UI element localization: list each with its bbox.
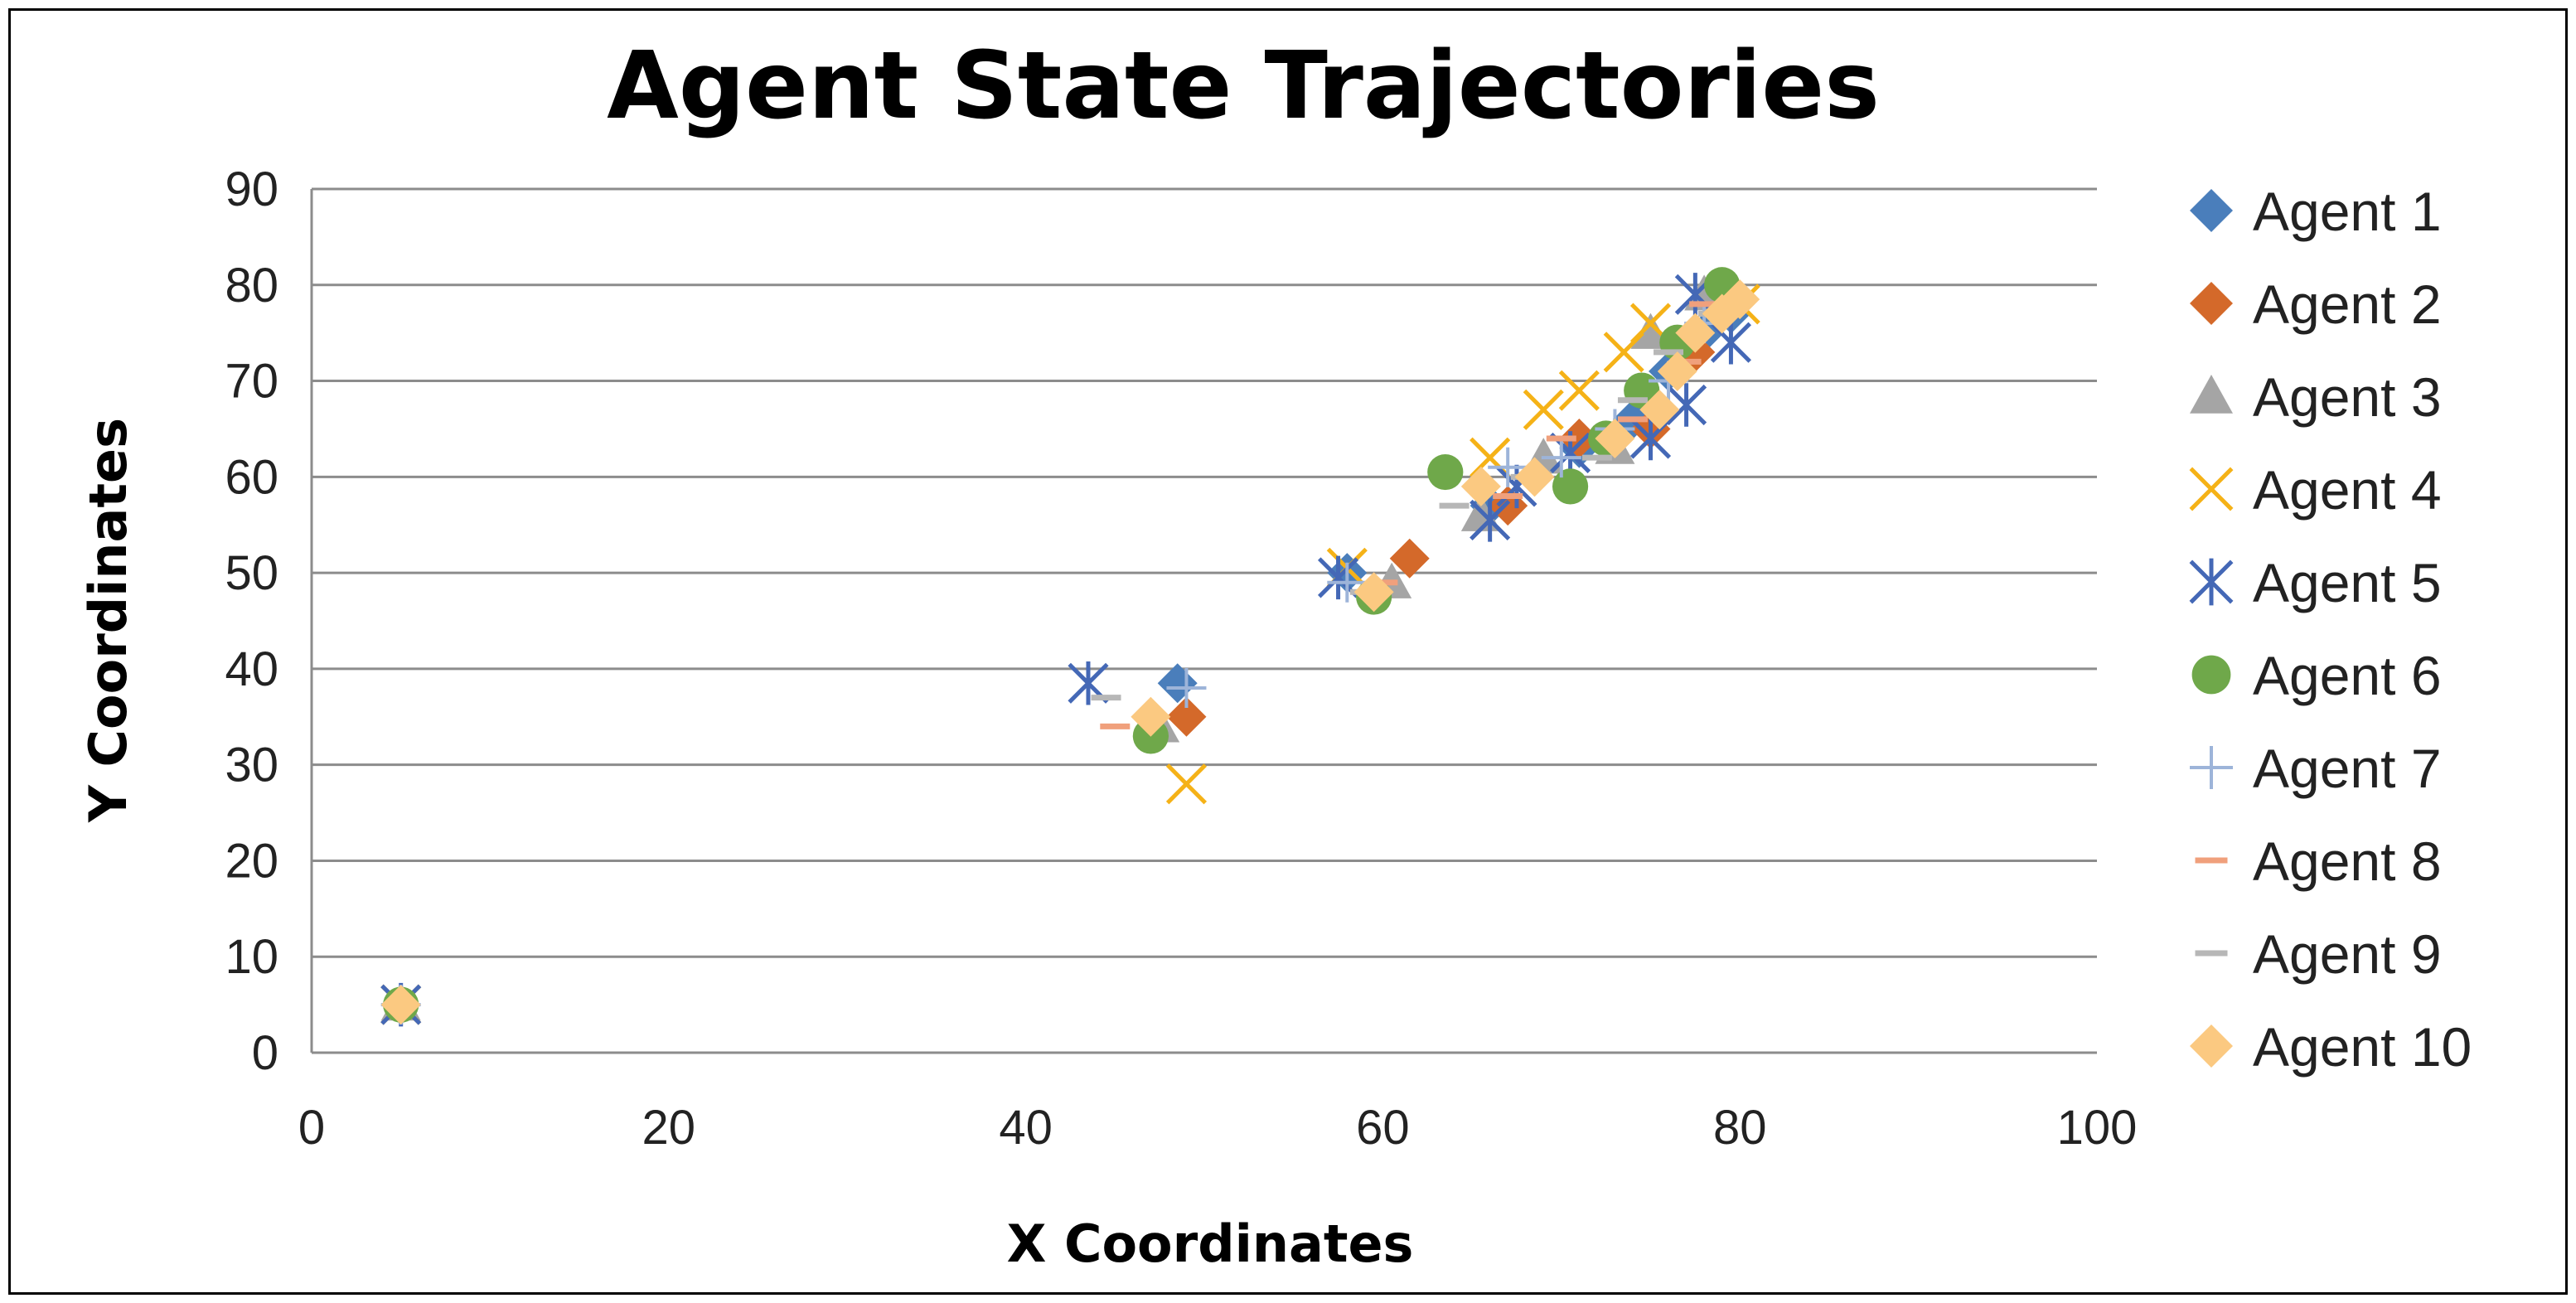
y-tick-label-60: 60: [225, 450, 278, 504]
point-agent-7-2: [1327, 562, 1368, 603]
y-tick-label-80: 80: [225, 259, 278, 312]
x-tick-label-60: 60: [1356, 1101, 1410, 1155]
point-agent-7-1: [1166, 668, 1207, 709]
legend: Agent 1 Agent 2 Agent 3 Agent 4 Agent 5 Agent…: [2189, 181, 2472, 1078]
point-agent-5-3: [1470, 498, 1511, 542]
legend-marker-agent-7: [2190, 746, 2233, 789]
y-tick-label-50: 50: [225, 546, 278, 600]
chart-frame: [8, 8, 2568, 1295]
chart-title: Agent State Trajectories: [607, 32, 1880, 140]
gridlines: [310, 187, 2097, 1054]
point-agent-6-4: [1552, 468, 1589, 505]
y-tick-label-0: 0: [252, 1026, 278, 1080]
point-agent-10-5: [1595, 419, 1635, 459]
y-tick-label-10: 10: [225, 930, 278, 984]
point-agent-10-0: [380, 985, 421, 1025]
x-axis-title: X Coordinates: [1007, 1213, 1414, 1274]
data-points: [380, 267, 1760, 1027]
x-tick-label-0: 0: [298, 1101, 325, 1155]
x-tick-label-100: 100: [2057, 1101, 2138, 1155]
y-tick-label-70: 70: [225, 355, 278, 409]
x-tick-label-40: 40: [999, 1101, 1053, 1155]
point-agent-10-8: [1675, 312, 1716, 353]
point-agent-7-3: [1488, 447, 1528, 487]
legend-marker-agent-1: [2190, 189, 2233, 232]
point-agent-7-4: [1541, 438, 1581, 478]
legend-label-agent-1: Agent 1: [2253, 181, 2442, 242]
y-axis-title: Y Coordinates: [78, 418, 138, 823]
y-tick-label-30: 30: [225, 739, 278, 792]
y-tick-label-90: 90: [225, 162, 278, 216]
legend-label-agent-8: Agent 8: [2253, 831, 2442, 892]
legend-label-agent-6: Agent 6: [2253, 645, 2442, 706]
legend-label-agent-3: Agent 3: [2253, 366, 2442, 428]
point-agent-6-3: [1427, 453, 1464, 491]
series-agent-4: [380, 283, 1760, 1025]
series-agent-8: [385, 301, 1720, 1008]
legend-label-agent-4: Agent 4: [2253, 459, 2442, 521]
point-agent-10-7: [1657, 351, 1697, 391]
series-agent-10: [380, 279, 1760, 1025]
legend-label-agent-10: Agent 10: [2253, 1016, 2472, 1078]
legend-marker-agent-6: [2191, 655, 2231, 695]
series-agent-3: [380, 274, 1725, 1021]
point-agent-10-10: [1720, 279, 1760, 320]
y-tick-label-40: 40: [225, 642, 278, 696]
point-agent-4-4: [1523, 389, 1564, 430]
point-agent-4-1: [1165, 763, 1208, 805]
legend-label-agent-2: Agent 2: [2253, 274, 2442, 335]
series-agent-1: [380, 293, 1751, 1025]
point-agent-4-5: [1558, 370, 1600, 411]
legend-marker-agent-10: [2190, 1024, 2233, 1068]
x-tick-label-80: 80: [1713, 1101, 1767, 1155]
series-agent-5: [380, 273, 1751, 1027]
legend-marker-agent-5: [2189, 558, 2234, 606]
legend-label-agent-7: Agent 7: [2253, 738, 2442, 799]
point-agent-10-4: [1514, 457, 1555, 497]
y-tick-label-20: 20: [225, 834, 278, 888]
legend-marker-agent-4: [2189, 467, 2234, 511]
point-agent-2-2: [1389, 538, 1430, 579]
legend-label-agent-9: Agent 9: [2253, 923, 2442, 985]
point-agent-10-3: [1460, 466, 1501, 506]
point-agent-10-6: [1639, 390, 1680, 430]
legend-marker-agent-2: [2190, 282, 2233, 325]
series-agent-9: [385, 311, 1728, 1008]
point-agent-5-7: [1666, 383, 1707, 427]
series-agent-7: [380, 303, 1725, 1025]
x-axis-ticks: 0 20 40 60 80 100: [298, 1101, 2138, 1155]
legend-label-agent-5: Agent 5: [2253, 552, 2442, 613]
point-agent-10-2: [1353, 572, 1394, 613]
point-agent-10-1: [1131, 696, 1171, 737]
y-axis-ticks: 0 10 20 30 40 50 60 70 80 90: [225, 162, 278, 1080]
series-agent-2: [380, 274, 1733, 1025]
legend-marker-agent-3: [2190, 375, 2233, 414]
point-agent-2-1: [1166, 696, 1207, 737]
x-tick-label-20: 20: [642, 1101, 696, 1155]
